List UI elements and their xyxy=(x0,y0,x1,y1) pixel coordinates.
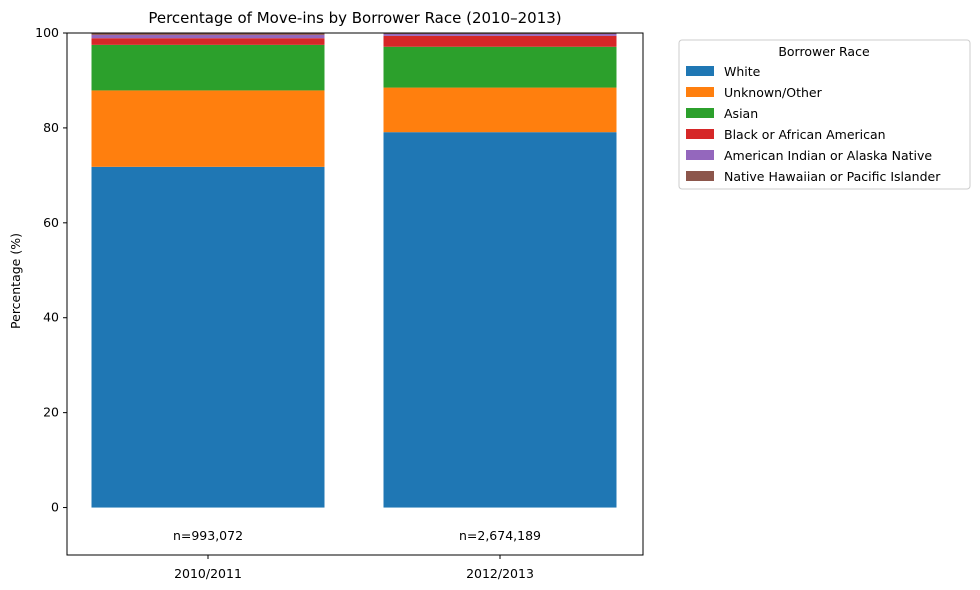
x-tick-label: 2010/2011 xyxy=(174,566,242,581)
legend-entry-label: American Indian or Alaska Native xyxy=(724,148,932,163)
sample-size-annotation: n=2,674,189 xyxy=(459,528,541,543)
legend-frame xyxy=(678,39,971,190)
bar-segment xyxy=(91,44,325,91)
axes-frame xyxy=(66,32,644,556)
y-tick-label: 0 xyxy=(51,500,59,515)
legend-entry-label: White xyxy=(724,64,761,79)
bar-segment xyxy=(383,46,617,88)
bar-segment xyxy=(383,132,617,508)
legend-swatch xyxy=(686,150,714,160)
chart-title: Percentage of Move-ins by Borrower Race … xyxy=(148,9,561,27)
legend-title: Borrower Race xyxy=(778,44,870,59)
legend-swatch xyxy=(686,129,714,139)
legend-swatch xyxy=(686,87,714,97)
bar-segment xyxy=(383,35,617,47)
y-tick-label: 60 xyxy=(43,215,59,230)
bar-segment xyxy=(91,90,325,167)
legend-swatch xyxy=(686,66,714,76)
bar-segment xyxy=(383,33,617,36)
sample-size-annotation: n=993,072 xyxy=(173,528,243,543)
legend-entry-label: Native Hawaiian or Pacific Islander xyxy=(724,169,941,184)
bar-segment xyxy=(91,33,325,35)
y-tick-label: 100 xyxy=(35,25,59,40)
legend-entry-label: Black or African American xyxy=(724,127,886,142)
bar-segment xyxy=(91,34,325,39)
y-tick-label: 20 xyxy=(43,405,59,420)
legend: Borrower Race White Unknown/Other Asian Bla… xyxy=(678,39,971,190)
bar-segment xyxy=(383,87,617,133)
y-axis-label: Percentage (%) xyxy=(8,233,23,329)
bar-segment xyxy=(91,166,325,508)
y-tick-label: 80 xyxy=(43,120,59,135)
legend-entry-label: Unknown/Other xyxy=(724,85,823,100)
bar-segment xyxy=(91,38,325,45)
plot-area: 0 20 40 60 80 100 2010/2011 n=993,072 2012/2013 n… xyxy=(35,25,644,581)
x-tick-label: 2012/2013 xyxy=(466,566,534,581)
legend-swatch xyxy=(686,171,714,181)
legend-entry-label: Asian xyxy=(724,106,758,121)
y-tick-label: 40 xyxy=(43,310,59,325)
legend-swatch xyxy=(686,108,714,118)
